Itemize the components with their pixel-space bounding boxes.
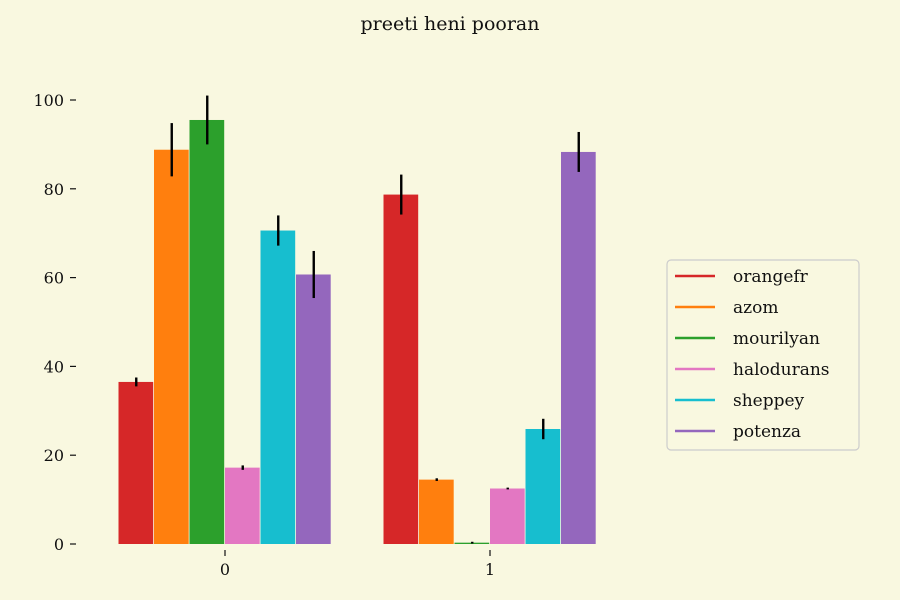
y-tick-label: 0 [54, 535, 64, 554]
bar-potenza-0 [296, 274, 331, 544]
y-tick-label: 80 [44, 180, 64, 199]
legend: orangefr azom mourilyan halodurans sheppey po… [666, 259, 860, 451]
bar-azom-0 [154, 149, 189, 544]
legend-label-sheppey: sheppey [733, 391, 805, 411]
y-tick-label: 40 [44, 357, 64, 376]
bar-orangefr-0 [118, 381, 154, 544]
bar-orangefr-1 [383, 194, 419, 544]
bar-halodurans-1 [490, 488, 525, 544]
y-axis: 0 20 40 60 80 100 [33, 91, 76, 554]
legend-label-orangefr: orangefr [733, 267, 809, 287]
bar-sheppey-0 [260, 230, 296, 544]
bar-halodurans-0 [225, 467, 260, 544]
bars-group [118, 119, 596, 544]
bar-potenza-1 [561, 151, 596, 544]
legend-label-mourilyan: mourilyan [733, 329, 820, 349]
y-tick-label: 20 [44, 446, 64, 465]
bar-mourilyan-0 [189, 119, 225, 544]
y-tick-label: 60 [44, 269, 64, 288]
legend-label-potenza: potenza [733, 422, 801, 442]
bar-azom-1 [419, 479, 454, 544]
legend-label-halodurans: halodurans [733, 360, 830, 380]
legend-label-azom: azom [733, 298, 778, 318]
y-tick-label: 100 [33, 91, 64, 110]
x-tick-label: 0 [220, 560, 230, 579]
error-bars-group [135, 95, 580, 544]
bar-sheppey-1 [525, 429, 561, 544]
chart-title: preeti heni pooran [360, 13, 539, 35]
x-tick-label: 1 [485, 560, 495, 579]
